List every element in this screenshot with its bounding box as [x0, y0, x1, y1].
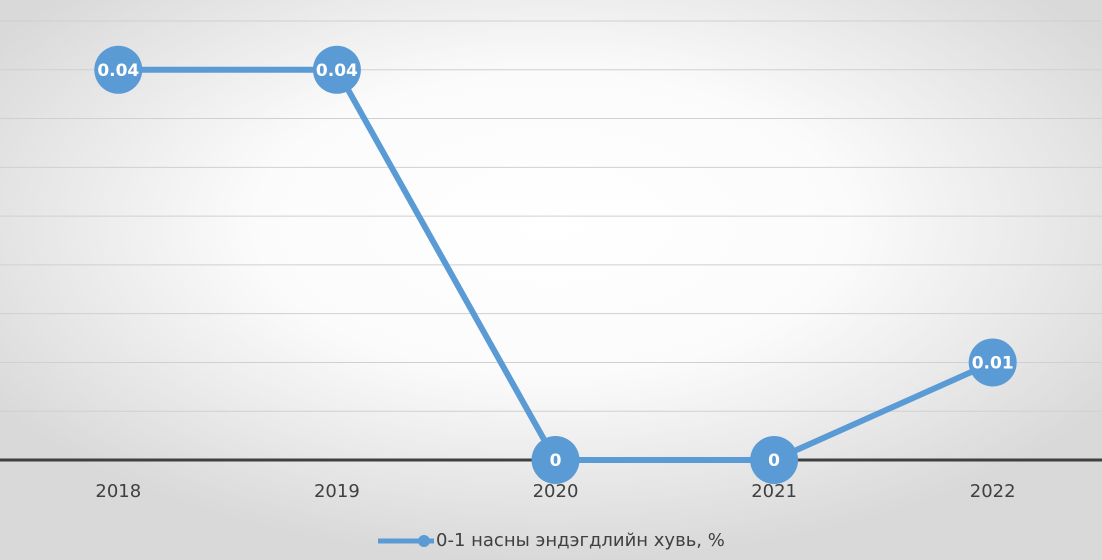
legend-label: 0-1 насны эндэгдлийн хувь, %: [436, 530, 725, 551]
point-marker: [94, 45, 143, 94]
point-marker: [312, 45, 361, 94]
point-marker: [750, 436, 799, 484]
data-label: 0: [550, 451, 562, 471]
legend-marker: [418, 535, 430, 547]
point-marker: [968, 338, 1017, 387]
data-label: 0.04: [316, 61, 358, 81]
x-tick-label: 2020: [533, 481, 579, 502]
x-tick-label: 2021: [751, 481, 797, 502]
point-marker: [531, 436, 580, 484]
data-label: 0: [768, 451, 780, 471]
data-label: 0.01: [972, 353, 1014, 373]
x-tick-label: 2019: [314, 481, 360, 502]
x-tick-label: 2022: [970, 481, 1016, 502]
data-label: 0.04: [97, 61, 139, 81]
x-tick-label: 2018: [95, 481, 141, 502]
